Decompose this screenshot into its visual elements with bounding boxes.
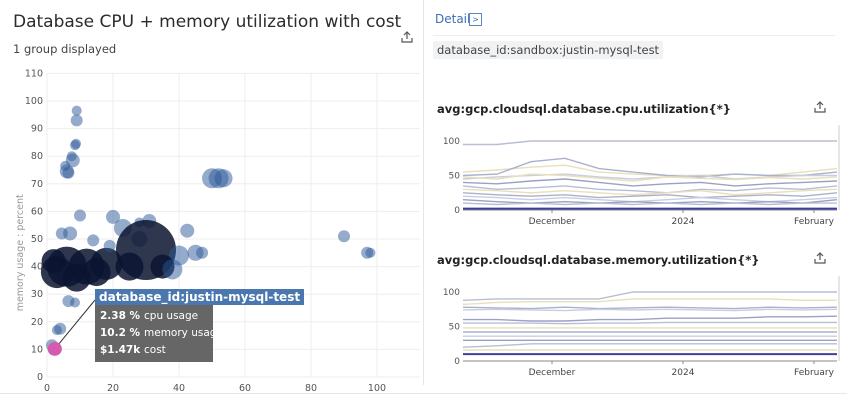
chevron-right-icon[interactable]: >: [469, 13, 482, 26]
y-tick-label: 80: [31, 151, 43, 162]
bubble: [70, 114, 83, 127]
x-tick-label: 2024: [672, 217, 695, 227]
memory-chart-title: avg:gcp.cloudsql.database.memory.utiliza…: [437, 253, 760, 267]
bubble: [70, 297, 81, 308]
series-line: [462, 308, 838, 312]
y-tick-label: 100: [25, 96, 43, 107]
y-tick-label: 0: [37, 372, 43, 383]
tooltip-row-cost: $1.47k cost: [100, 344, 166, 356]
bubble: [62, 263, 91, 292]
bubble: [70, 140, 81, 151]
series-line: [462, 195, 838, 203]
bubble: [180, 223, 195, 238]
bubble: [162, 259, 183, 280]
group-count: 1 group displayed: [13, 42, 117, 56]
y-tick-label: 20: [31, 317, 43, 328]
series-line: [462, 173, 838, 182]
tooltip-title: database_id:justin-mysql-test: [95, 289, 305, 305]
share-icon[interactable]: [400, 30, 414, 44]
x-tick-label: February: [794, 368, 835, 378]
x-tick-label: 0: [44, 383, 50, 394]
series-line: [462, 157, 838, 178]
bubble: [103, 239, 116, 252]
y-tick-label: 40: [31, 262, 43, 273]
x-tick-label: December: [529, 368, 576, 378]
y-tick-label: 100: [443, 137, 460, 147]
y-tick-label: 60: [31, 206, 43, 217]
series-line: [462, 291, 837, 301]
cpu-timeseries-chart[interactable]: 0 50 100 December 2024 February: [425, 125, 847, 230]
memory-timeseries-chart[interactable]: 0 50 100 December 2024 February: [425, 276, 847, 381]
share-icon[interactable]: [813, 251, 827, 265]
bubble: [365, 247, 376, 258]
y-tick-label: 90: [31, 124, 43, 135]
series-line: [462, 173, 837, 180]
highlighted-bubble: [47, 341, 62, 356]
x-tick-label: December: [529, 217, 576, 227]
x-tick-label: 60: [239, 383, 251, 394]
bubble: [41, 249, 66, 274]
y-tick-label: 50: [31, 234, 43, 245]
bubble: [214, 169, 233, 188]
y-tick-label: 30: [31, 289, 43, 300]
series-line: [462, 185, 838, 194]
cpu-chart-title: avg:gcp.cloudsql.database.cpu.utilizatio…: [437, 102, 731, 116]
series-line: [462, 192, 838, 199]
y-tick-label: 100: [443, 288, 460, 298]
series-line: [462, 202, 837, 206]
x-tick-label: 40: [173, 383, 185, 394]
bubble: [71, 105, 82, 116]
tooltip-row-memory: 10.2 % memory usage: [100, 327, 223, 339]
series-line: [463, 315, 838, 322]
x-tick-label: February: [794, 217, 835, 227]
detail-divider: [433, 35, 835, 36]
widget-title: Database CPU + memory utilization with c…: [13, 12, 402, 32]
series-line: [462, 178, 838, 187]
tooltip: database_id:justin-mysql-test 2.38 % cpu …: [95, 289, 305, 362]
bubble-chart[interactable]: 0102030405060708090100110020406080100cpu…: [0, 60, 423, 395]
series-line: [463, 321, 837, 325]
bubble: [87, 234, 100, 247]
y-tick-label: 110: [25, 68, 43, 79]
series-line: [463, 140, 837, 146]
tooltip-connector: [54, 299, 96, 350]
bubble: [63, 226, 78, 241]
y-tick-label: 70: [31, 179, 43, 190]
bubble: [106, 209, 120, 224]
bubble: [62, 166, 75, 179]
x-tick-label: 20: [107, 383, 119, 394]
y-tick-label: 50: [449, 323, 461, 333]
bottom-divider: [0, 393, 847, 394]
tooltip-row-cpu: 2.38 % cpu usage: [100, 310, 199, 322]
bubble: [115, 252, 144, 281]
y-tick-label: 10: [31, 344, 43, 355]
panel-divider: [423, 0, 424, 385]
y-axis-label: memory usage : percent: [15, 194, 26, 311]
series-line: [462, 306, 838, 310]
bubble: [74, 209, 86, 222]
bubble: [196, 246, 209, 259]
series-line: [462, 343, 837, 348]
y-tick-label: 0: [454, 206, 460, 216]
x-tick-label: 100: [368, 383, 386, 394]
bubble: [338, 230, 350, 243]
y-tick-label: 0: [454, 357, 460, 367]
series-line: [462, 188, 838, 196]
share-icon[interactable]: [813, 100, 827, 114]
x-tick-label: 2024: [672, 368, 695, 378]
bubble: [51, 325, 62, 336]
y-tick-label: 50: [449, 172, 461, 182]
series-line: [462, 298, 837, 306]
detail-heading: Detail: [435, 12, 471, 26]
x-tick-label: 80: [305, 383, 317, 394]
selected-group-tag: database_id:sandbox:justin-mysql-test: [433, 41, 664, 59]
